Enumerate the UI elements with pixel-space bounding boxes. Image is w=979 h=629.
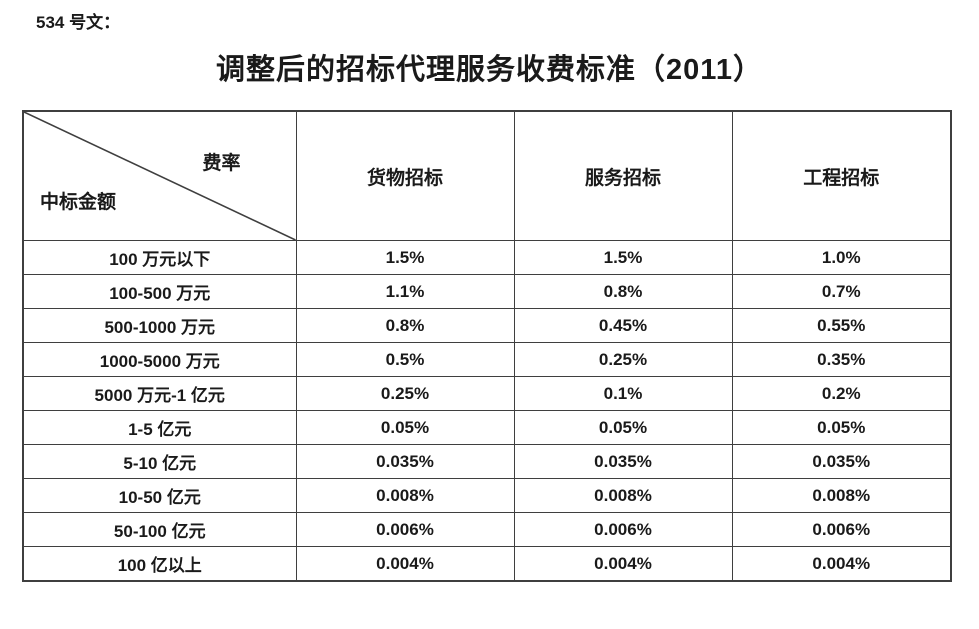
column-header-service-bidding: 服务招标	[513, 110, 733, 241]
rate-cell: 0.1%	[513, 376, 733, 411]
rate-cell: 0.006%	[513, 512, 733, 547]
rate-cell: 0.008%	[731, 478, 952, 513]
rate-cell: 0.25%	[513, 342, 733, 377]
table-row: 100 亿以上 0.004% 0.004% 0.004%	[22, 546, 952, 582]
rate-cell: 0.05%	[295, 410, 515, 445]
rate-cell: 0.05%	[731, 410, 952, 445]
table-row: 1000-5000 万元 0.5% 0.25% 0.35%	[22, 342, 952, 377]
fee-rate-table: 费率 中标金额 货物招标 服务招标 工程招标 100 万元以下 1.5% 1.5…	[22, 110, 952, 582]
rate-cell: 0.5%	[295, 342, 515, 377]
row-amount-label: 50-100 亿元	[22, 512, 297, 547]
rate-cell: 0.008%	[513, 478, 733, 513]
rate-cell: 0.035%	[731, 444, 952, 479]
rate-cell: 0.25%	[295, 376, 515, 411]
column-header-engineering-bidding: 工程招标	[731, 110, 952, 241]
rate-cell: 0.05%	[513, 410, 733, 445]
row-amount-label: 100 亿以上	[22, 546, 297, 582]
table-row: 100-500 万元 1.1% 0.8% 0.7%	[22, 274, 952, 309]
rate-cell: 0.55%	[731, 308, 952, 343]
doc-number-label: 534 号文：	[36, 13, 121, 32]
table-row: 5000 万元-1 亿元 0.25% 0.1% 0.2%	[22, 376, 952, 411]
table-header-row: 费率 中标金额 货物招标 服务招标 工程招标	[22, 110, 952, 241]
diagonal-divider-line	[24, 112, 295, 240]
corner-header-cell: 费率 中标金额	[22, 110, 297, 241]
table-row: 10-50 亿元 0.008% 0.008% 0.008%	[22, 478, 952, 513]
rate-cell: 1.5%	[295, 240, 515, 275]
rate-cell: 0.035%	[513, 444, 733, 479]
row-amount-label: 5-10 亿元	[22, 444, 297, 479]
row-amount-label: 5000 万元-1 亿元	[22, 376, 297, 411]
rate-cell: 0.006%	[295, 512, 515, 547]
rate-cell: 0.006%	[731, 512, 952, 547]
table-row: 5-10 亿元 0.035% 0.035% 0.035%	[22, 444, 952, 479]
row-amount-label: 1000-5000 万元	[22, 342, 297, 377]
row-amount-label: 500-1000 万元	[22, 308, 297, 343]
column-header-goods-bidding: 货物招标	[295, 110, 515, 241]
rate-cell: 0.004%	[513, 546, 733, 582]
rate-cell: 0.35%	[731, 342, 952, 377]
table-row: 100 万元以下 1.5% 1.5% 1.0%	[22, 240, 952, 275]
page-title: 调整后的招标代理服务收费标准（2011）	[216, 54, 763, 86]
table-row: 500-1000 万元 0.8% 0.45% 0.55%	[22, 308, 952, 343]
table-row: 50-100 亿元 0.006% 0.006% 0.006%	[22, 512, 952, 547]
rate-cell: 0.004%	[295, 546, 515, 582]
rate-cell: 0.035%	[295, 444, 515, 479]
rate-cell: 0.008%	[295, 478, 515, 513]
row-amount-label: 10-50 亿元	[22, 478, 297, 513]
rate-cell: 0.004%	[731, 546, 952, 582]
rate-cell: 1.0%	[731, 240, 952, 275]
rate-cell: 0.7%	[731, 274, 952, 309]
row-amount-label: 1-5 亿元	[22, 410, 297, 445]
rate-cell: 0.45%	[513, 308, 733, 343]
rate-cell: 0.2%	[731, 376, 952, 411]
row-amount-label: 100-500 万元	[22, 274, 297, 309]
rate-cell: 0.8%	[513, 274, 733, 309]
row-amount-label: 100 万元以下	[22, 240, 297, 275]
corner-label-rate: 费率	[202, 153, 241, 174]
table-row: 1-5 亿元 0.05% 0.05% 0.05%	[22, 410, 952, 445]
rate-cell: 0.8%	[295, 308, 515, 343]
rate-cell: 1.1%	[295, 274, 515, 309]
corner-label-amount: 中标金额	[40, 192, 117, 213]
rate-cell: 1.5%	[513, 240, 733, 275]
